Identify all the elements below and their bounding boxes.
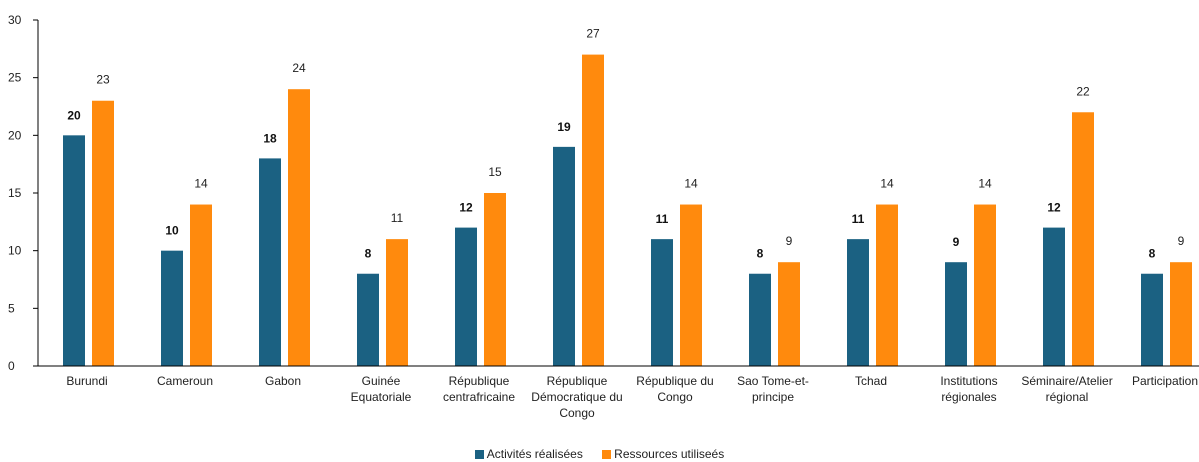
legend-item-ressources: Ressources utiliseés [602, 447, 724, 461]
y-axis: 0 5 10 15 20 25 30 [8, 13, 39, 373]
bar-activites [945, 262, 967, 366]
data-label-ressources: 11 [391, 211, 404, 225]
x-category-label: Cameroun [157, 374, 213, 388]
data-label-activites: 9 [953, 235, 960, 249]
bar-ressources [484, 193, 506, 366]
x-category-label: Burundi [66, 374, 107, 388]
data-label-activites: 19 [557, 120, 571, 134]
bar-activites [847, 239, 869, 366]
bar-ressources [288, 89, 310, 366]
x-category-label: Sao Tome-et-principe [737, 374, 809, 404]
data-label-ressources: 23 [96, 73, 110, 87]
bar-activites [651, 239, 673, 366]
data-label-ressources: 14 [978, 177, 992, 191]
y-tick-label: 10 [8, 244, 22, 258]
x-category-label: République centrafricaine [443, 374, 515, 404]
bar-activites [357, 273, 379, 366]
bars [63, 54, 1192, 367]
x-axis: Burundi Cameroun Gabon Guinée Equatoriale Rép… [38, 365, 1199, 420]
x-category-label: République Démocratique du Congo [531, 374, 622, 420]
y-tick-label: 5 [8, 301, 15, 315]
data-label-ressources: 14 [684, 177, 698, 191]
x-category-label: Guinée Equatoriale [351, 374, 412, 404]
data-label-ressources: 14 [194, 177, 208, 191]
bar-ressources [92, 100, 114, 366]
legend-swatch-ressources [602, 450, 612, 459]
bar-ressources [1170, 262, 1192, 366]
data-label-activites: 18 [263, 131, 277, 145]
data-label-ressources: 27 [586, 27, 600, 41]
legend-label-activites: Activités réalisées [486, 447, 583, 461]
y-tick-label: 25 [8, 71, 22, 85]
bar-ressources [680, 204, 702, 366]
data-label-activites: 11 [656, 212, 669, 226]
y-tick-label: 30 [8, 13, 22, 27]
x-category-label: Tchad [855, 374, 887, 388]
data-label-ressources: 24 [292, 61, 306, 75]
value-labels: 20 23 10 14 18 24 8 11 12 15 19 27 11 14 8 9 11 14 9 14 12 22… [67, 27, 1184, 261]
x-category-label: Séminaire/Atelier régional [1021, 374, 1112, 404]
data-label-activites: 8 [757, 247, 764, 261]
bar-ressources [582, 54, 604, 366]
bar-activites [63, 135, 85, 366]
bar-ressources [778, 262, 800, 366]
data-label-ressources: 22 [1076, 84, 1090, 98]
data-label-activites: 12 [1047, 201, 1061, 215]
legend-swatch-activites [474, 450, 484, 459]
bar-activites [455, 227, 477, 366]
x-category-label: Institutions régionales [940, 374, 997, 404]
data-label-activites: 20 [67, 108, 81, 122]
x-category-label: République du Congo [636, 374, 713, 404]
data-label-activites: 11 [852, 212, 865, 226]
bar-activites [749, 273, 771, 366]
legend-item-activites: Activités réalisées [474, 447, 583, 461]
y-tick-label: 20 [8, 128, 22, 142]
bar-ressources [1072, 112, 1094, 367]
data-label-activites: 12 [459, 201, 473, 215]
x-category-label: Participation [1132, 374, 1198, 388]
data-label-ressources: 9 [1178, 234, 1185, 248]
bar-activites [259, 158, 281, 366]
data-label-ressources: 14 [880, 177, 894, 191]
data-label-ressources: 15 [488, 165, 502, 179]
y-tick-label: 0 [8, 359, 15, 373]
bar-activites [1043, 227, 1065, 366]
x-category-label: Gabon [265, 374, 301, 388]
data-label-ressources: 9 [786, 234, 793, 248]
bar-ressources [876, 204, 898, 366]
bar-ressources [386, 239, 408, 366]
data-label-activites: 10 [165, 224, 179, 238]
bar-ressources [190, 204, 212, 366]
data-label-activites: 8 [365, 247, 372, 261]
data-label-activites: 8 [1149, 247, 1156, 261]
bar-activites [161, 250, 183, 366]
bar-activites [1141, 273, 1163, 366]
legend: Activités réalisées Ressources utiliseés [0, 447, 1199, 461]
bar-activites [553, 146, 575, 366]
y-tick-label: 15 [8, 186, 22, 200]
legend-label-ressources: Ressources utiliseés [614, 447, 725, 461]
bar-ressources [974, 204, 996, 366]
